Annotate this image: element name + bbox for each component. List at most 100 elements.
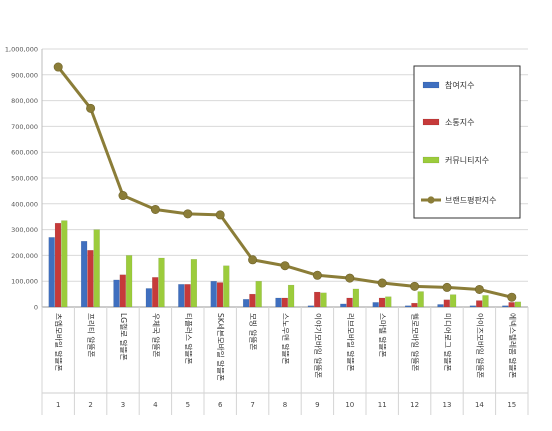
trend-line <box>53 62 517 302</box>
x-tick-label: 우체국 알뜰폰 <box>151 313 161 357</box>
bar-1 <box>242 299 250 308</box>
x-number-label: 8 <box>283 401 287 409</box>
bar-3 <box>125 255 133 308</box>
y-axis: 0 100,000 200,000 300,000 400,000 500,000 600,… <box>5 46 43 312</box>
x-tick-label: 리브모바일 알뜰폰 <box>346 313 356 371</box>
bar-3 <box>287 284 295 308</box>
bar-3 <box>514 301 522 308</box>
x-tick-label: LG헬로 알뜰폰 <box>119 313 129 360</box>
y-tick-label: 800,000 <box>11 97 38 105</box>
bar-3 <box>158 257 165 308</box>
x-tick-label: 티플러스 알뜰폰 <box>184 313 194 364</box>
x-number-label: 14 <box>475 401 484 409</box>
x-number-label: 10 <box>345 401 354 409</box>
legend-label: 커뮤니티지수 <box>445 155 489 165</box>
line-point <box>507 292 517 302</box>
bar-1 <box>307 305 315 308</box>
y-tick-label: 900,000 <box>11 71 38 79</box>
line-point <box>280 261 290 271</box>
line-point <box>183 209 193 219</box>
line-point <box>215 210 225 220</box>
bar-2 <box>411 302 418 308</box>
x-number-label: 6 <box>218 401 223 409</box>
x-number-label: 1 <box>56 401 60 409</box>
bar-2 <box>216 282 224 308</box>
y-tick-label: 700,000 <box>11 123 38 131</box>
bar-2 <box>249 293 256 308</box>
x-number-label: 11 <box>378 401 387 409</box>
x-number-label: 4 <box>153 401 158 409</box>
bar-3 <box>223 265 230 308</box>
bar-1 <box>48 237 55 308</box>
bar-2 <box>314 291 321 308</box>
x-number-label: 5 <box>186 401 190 409</box>
x-number-label: 9 <box>315 401 319 409</box>
bar-1 <box>437 304 444 308</box>
bar-1 <box>502 305 509 308</box>
x-tick-label: 모빙 알뜰폰 <box>249 313 259 350</box>
y-tick-label: 0 <box>34 304 38 312</box>
y-tick-label: 100,000 <box>11 278 38 286</box>
bar-1 <box>113 279 120 308</box>
legend-swatch <box>422 118 440 126</box>
bar-2 <box>443 299 450 308</box>
legend-box <box>413 65 521 219</box>
bar-2 <box>54 222 62 308</box>
bar-1 <box>275 297 282 308</box>
bar-2 <box>119 274 126 308</box>
bar-2 <box>87 250 94 308</box>
x-tick-label: SK세븐모바일 알뜰폰 <box>216 313 226 381</box>
x-tick-label: 프리티 알뜰폰 <box>87 313 97 357</box>
y-tick-label: 500,000 <box>11 175 38 183</box>
x-tick-label: 이야기모바일 알뜰폰 <box>313 313 323 378</box>
line-point <box>377 278 387 288</box>
bar-2 <box>281 297 288 308</box>
y-tick-label: 400,000 <box>11 200 38 208</box>
bar-3 <box>255 281 262 308</box>
line-point <box>345 273 355 283</box>
x-axis: 츠엠모바일 알뜰폰 프리티 알뜰폰 LG헬로 알뜰폰 우체국 알뜰폰 티플러스 알뜰폰 S… <box>41 307 529 415</box>
bar-3 <box>61 220 68 308</box>
line-point <box>248 255 258 265</box>
bar-1 <box>145 288 153 308</box>
legend-swatch <box>422 156 440 164</box>
bars <box>48 220 522 308</box>
bar-2 <box>184 284 191 308</box>
bar-1 <box>469 305 477 308</box>
bar-3 <box>482 295 489 308</box>
x-number-label: 3 <box>121 401 125 409</box>
line-point <box>86 103 96 113</box>
bar-3 <box>320 292 327 308</box>
y-tick-label: 200,000 <box>11 252 38 260</box>
x-tick-label: 스마텔 알뜰폰 <box>378 313 388 357</box>
bar-2 <box>476 300 483 308</box>
y-tick-label: 1,000,000 <box>5 46 38 54</box>
bar-1 <box>210 281 217 308</box>
line-point <box>442 282 452 292</box>
line-point <box>474 284 484 294</box>
bar-3 <box>449 294 457 308</box>
line-point <box>312 270 322 280</box>
x-number-label: 13 <box>443 401 452 409</box>
bar-1 <box>178 284 185 308</box>
x-tick-label: 헬로모바일 알뜰폰 <box>411 313 421 371</box>
legend-swatch <box>422 81 440 89</box>
x-tick-label: 아이즈모바일 알뜰폰 <box>475 313 485 378</box>
legend-label: 소통지수 <box>445 118 474 127</box>
y-tick-label: 300,000 <box>11 226 38 234</box>
x-tick-label: 스노우맨 알뜰폰 <box>281 313 291 364</box>
x-tick-label: 츠엠모바일 알뜰폰 <box>54 313 64 371</box>
x-number-label: 7 <box>250 401 254 409</box>
line-point <box>410 281 420 291</box>
x-number-label: 2 <box>88 401 92 409</box>
bar-3 <box>190 259 198 308</box>
bar-1 <box>80 241 88 308</box>
bar-2 <box>508 302 515 308</box>
x-tick-label: 에넥스텔레콤 알뜰폰 <box>508 313 518 378</box>
legend-label: 참여지수 <box>445 80 474 90</box>
x-number-label: 15 <box>507 401 516 409</box>
bar-3 <box>93 229 100 308</box>
